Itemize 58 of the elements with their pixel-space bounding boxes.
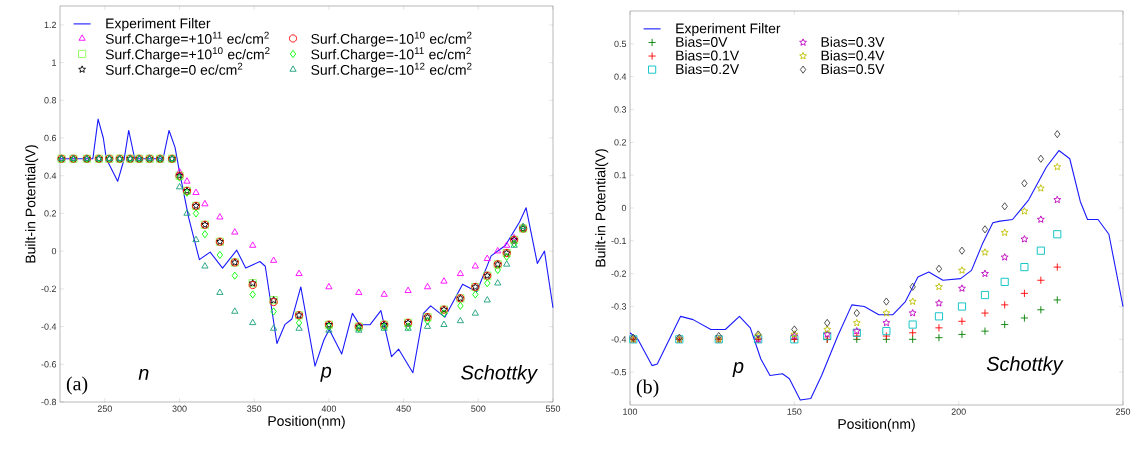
x-tick-label: 350 <box>247 405 262 412</box>
y-tick-label: -0.3 <box>611 303 627 310</box>
legend-label: Bias=0V <box>676 36 728 47</box>
y-tick-label: 0.4 <box>44 172 57 179</box>
x-tick-label: 150 <box>787 408 802 415</box>
annotation: n <box>138 368 149 380</box>
x-tick-label: 400 <box>321 405 337 412</box>
legend-label: Surf.Charge=-10$^{10}$ ec/cm$^{2}$ <box>311 31 472 47</box>
annotation: (a) <box>66 376 88 395</box>
legend-label: Bias=0.3V <box>821 36 885 47</box>
y-tick-label: 0.2 <box>614 139 627 146</box>
x-tick-label: 500 <box>471 405 486 412</box>
y-tick-label: 1 <box>52 59 57 66</box>
y-tick-label: 0.6 <box>44 134 57 142</box>
legend-label: Experiment Filter <box>106 18 211 32</box>
y-tick-label: 0 <box>621 204 627 212</box>
y-tick-label: 0.1 <box>614 171 627 179</box>
legend-label: Bias=0.1V <box>676 50 740 61</box>
y-axis-title: Built-in Potential(V) <box>595 149 609 267</box>
legend-label: Bias=0.2V <box>676 63 740 75</box>
y-tick-label: 0.2 <box>44 210 57 217</box>
annotation: Schottky <box>461 364 538 384</box>
legend-label: Surf.Charge=+10$^{11}$ ec/cm$^{2}$ <box>105 31 269 47</box>
legend-label: Surf.Charge=0 ec/cm$^{2}$ <box>105 62 243 78</box>
legend-label: Experiment Filter <box>676 23 781 37</box>
y-tick-label: 1.2 <box>44 21 57 28</box>
legend-label: Bias=0.4V <box>821 50 885 61</box>
x-tick-label: 100 <box>623 408 638 415</box>
y-tick-label: -0.5 <box>611 368 627 376</box>
annotation: (b) <box>636 379 659 398</box>
legend-label: Surf.Charge=-10$^{11}$ ec/cm$^{2}$ <box>311 47 471 63</box>
y-tick-label: -0.6 <box>41 361 57 368</box>
x-tick-label: 550 <box>545 405 561 412</box>
y-tick-label: -0.8 <box>41 398 57 406</box>
x-tick-label: 200 <box>951 408 966 415</box>
x-tick-label: 250 <box>97 405 112 412</box>
y-tick-label: -0.1 <box>611 237 627 245</box>
annotation: p <box>732 362 744 377</box>
legend-label: Surf.Charge=+10$^{10}$ ec/cm$^{2}$ <box>105 47 270 63</box>
y-tick-label: -0.2 <box>41 285 57 293</box>
y-tick-label: 0.3 <box>614 106 627 113</box>
x-tick-label: 450 <box>396 405 411 412</box>
y-tick-label: -0.4 <box>41 323 57 330</box>
x-tick-label: 250 <box>1115 408 1131 415</box>
y-axis-title: Built-in Potential(V) <box>25 145 39 263</box>
legend-label: Bias=0.5V <box>821 63 885 75</box>
y-tick-label: -0.4 <box>611 336 627 343</box>
annotation: Schottky <box>986 356 1064 375</box>
legend-label: Surf.Charge=-10$^{12}$ ec/cm$^{2}$ <box>311 62 472 78</box>
x-tick-label: 300 <box>172 405 187 412</box>
y-tick-label: 0.5 <box>614 40 627 48</box>
x-axis-title: Position(nm) <box>268 415 345 429</box>
y-tick-label: 0 <box>51 247 57 255</box>
x-axis-title: Position(nm) <box>838 418 915 432</box>
y-tick-label: -0.2 <box>611 270 627 277</box>
y-tick-label: 0.4 <box>614 73 627 80</box>
y-tick-label: 0.8 <box>44 97 57 104</box>
annotation: p <box>320 366 332 382</box>
